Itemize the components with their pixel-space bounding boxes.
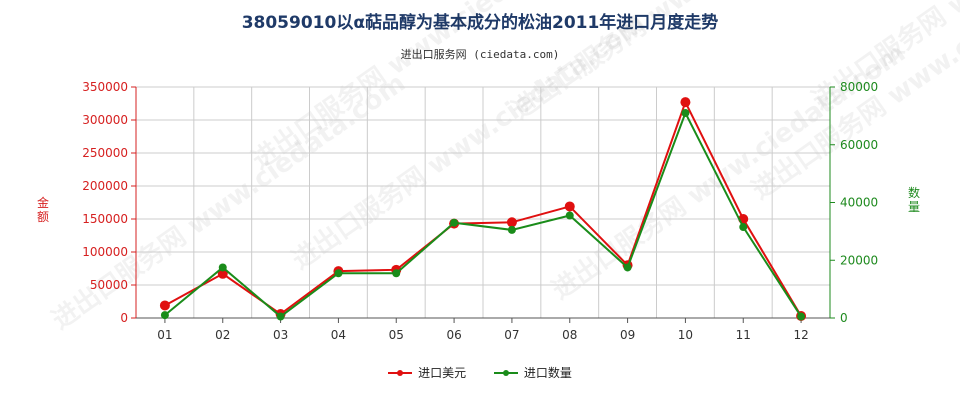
series-layer: [159, 97, 807, 322]
axes: 0500001000001500002000002500003000003500…: [82, 80, 878, 342]
y-tick-label-right: 80000: [840, 80, 878, 94]
chart-title: 38059010以α萜品醇为基本成分的松油2011年进口月度走势: [241, 13, 719, 33]
y-tick-label-left: 300000: [82, 113, 128, 127]
x-tick-label: 03: [273, 328, 288, 342]
data-point-qty: [334, 269, 343, 278]
legend-item-qty[interactable]: 进口数量: [493, 364, 572, 381]
data-point-usd: [680, 97, 691, 108]
y-tick-label-left: 0: [120, 311, 128, 325]
data-point-qty: [565, 211, 574, 220]
grid-lines: [136, 86, 830, 318]
data-point-qty: [392, 269, 401, 278]
y-tick-label-right: 20000: [840, 253, 878, 267]
legend-swatch-qty: [493, 368, 518, 378]
data-point-qty: [276, 312, 285, 321]
data-point-qty: [681, 108, 690, 117]
x-tick-label: 06: [446, 328, 461, 342]
y-axis-right-label: 数量: [907, 186, 920, 214]
data-point-qty: [623, 263, 632, 272]
x-tick-label: 02: [215, 328, 230, 342]
chart-subtitle: 进出口服务网 (ciedata.com): [400, 48, 560, 61]
y-tick-label-left: 50000: [90, 278, 128, 292]
x-tick-label: 08: [562, 328, 577, 342]
data-point-qty: [450, 218, 459, 227]
data-point-qty: [507, 225, 516, 234]
legend-label-qty: 进口数量: [523, 366, 572, 380]
x-tick-label: 10: [678, 328, 693, 342]
data-point-usd: [217, 268, 228, 279]
legend-item-usd[interactable]: 进口美元: [388, 364, 466, 381]
data-point-usd: [506, 217, 517, 228]
legend-label-usd: 进口美元: [418, 366, 467, 380]
y-tick-label-left: 200000: [82, 179, 128, 193]
data-point-usd: [159, 300, 170, 311]
y-tick-label-right: 60000: [840, 138, 878, 152]
data-point-qty: [160, 311, 169, 320]
x-tick-label: 11: [736, 328, 751, 342]
data-point-qty: [797, 312, 806, 321]
x-tick-label: 12: [793, 328, 808, 342]
y-tick-label-right: 40000: [840, 196, 878, 210]
y-tick-label-left: 250000: [82, 146, 128, 160]
y-tick-label-left: 100000: [82, 245, 128, 259]
data-point-usd: [564, 201, 575, 212]
legend: 进口美元 进口数量: [0, 364, 960, 381]
y-tick-label-left: 150000: [82, 212, 128, 226]
y-tick-label-left: 350000: [82, 80, 128, 94]
x-tick-label: 04: [331, 328, 346, 342]
x-tick-label: 07: [504, 328, 519, 342]
x-tick-label: 01: [157, 328, 172, 342]
y-axis-left-label: 金额: [36, 196, 49, 224]
series-line-qty: [164, 110, 802, 318]
x-tick-label: 09: [620, 328, 635, 342]
data-point-qty: [739, 223, 748, 232]
legend-swatch-usd: [388, 368, 413, 378]
y-tick-label-right: 0: [840, 311, 848, 325]
x-tick-label: 05: [389, 328, 404, 342]
data-point-qty: [218, 263, 227, 272]
